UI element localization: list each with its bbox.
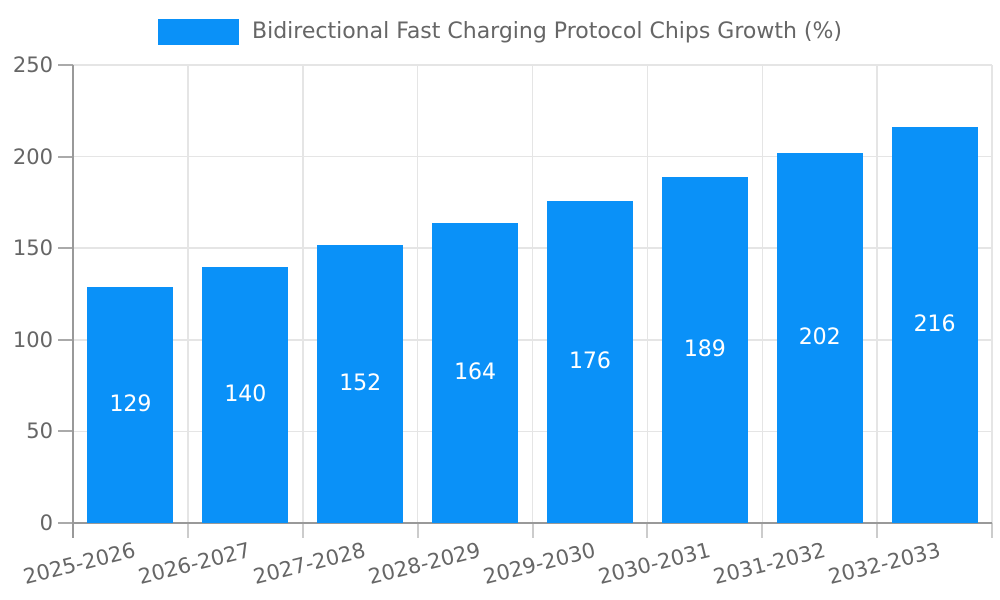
y-axis-tick-label: 0 — [39, 511, 53, 535]
y-axis-tick — [58, 155, 73, 158]
x-gridline — [646, 65, 649, 523]
x-axis-tick — [416, 523, 419, 538]
x-axis-line — [73, 522, 992, 524]
x-gridline — [761, 65, 763, 523]
legend-swatch — [157, 19, 239, 45]
chart-legend: Bidirectional Fast Charging Protocol Chi… — [0, 19, 1000, 45]
bar — [546, 200, 633, 523]
y-axis-tick-label: 50 — [26, 419, 53, 444]
bar — [891, 127, 978, 523]
legend-label: Bidirectional Fast Charging Protocol Chi… — [251, 19, 842, 44]
bar — [202, 266, 289, 523]
bar-value-label: 202 — [798, 324, 841, 350]
x-gridline — [876, 65, 878, 523]
x-gridline — [991, 65, 993, 523]
y-axis-tick — [58, 64, 73, 66]
x-axis-tick — [646, 523, 649, 538]
bar — [776, 152, 863, 523]
y-axis-tick-label: 100 — [12, 327, 53, 352]
bar-value-label: 129 — [109, 391, 152, 417]
x-gridline — [187, 65, 189, 523]
y-axis-tick-label: 250 — [12, 53, 53, 77]
x-axis-tick — [301, 523, 304, 538]
bar — [432, 222, 519, 523]
x-gridline — [416, 65, 419, 523]
bar — [87, 286, 174, 523]
x-axis-tick — [991, 523, 993, 538]
y-axis-tick — [58, 522, 73, 524]
x-axis-tick — [531, 523, 534, 538]
bar-value-label: 164 — [454, 359, 497, 385]
x-gridline — [302, 65, 304, 523]
y-axis-tick-label: 200 — [12, 144, 53, 169]
y-axis-tick-label: 150 — [12, 236, 53, 261]
bar — [317, 244, 404, 523]
x-axis-tick — [876, 523, 879, 538]
y-axis-tick — [58, 430, 73, 433]
y-axis-line — [72, 65, 74, 538]
bar — [661, 176, 748, 523]
y-axis-tick — [58, 338, 73, 341]
bar-value-label: 216 — [913, 312, 956, 338]
x-gridline — [531, 65, 534, 523]
x-axis-tick — [186, 523, 189, 538]
bar-value-label: 152 — [339, 370, 382, 396]
y-axis-tick — [58, 247, 73, 250]
bar-value-label: 189 — [683, 336, 726, 362]
bar-value-label: 176 — [568, 348, 611, 374]
x-axis-tick — [761, 523, 764, 538]
bar-value-label: 140 — [224, 381, 267, 407]
